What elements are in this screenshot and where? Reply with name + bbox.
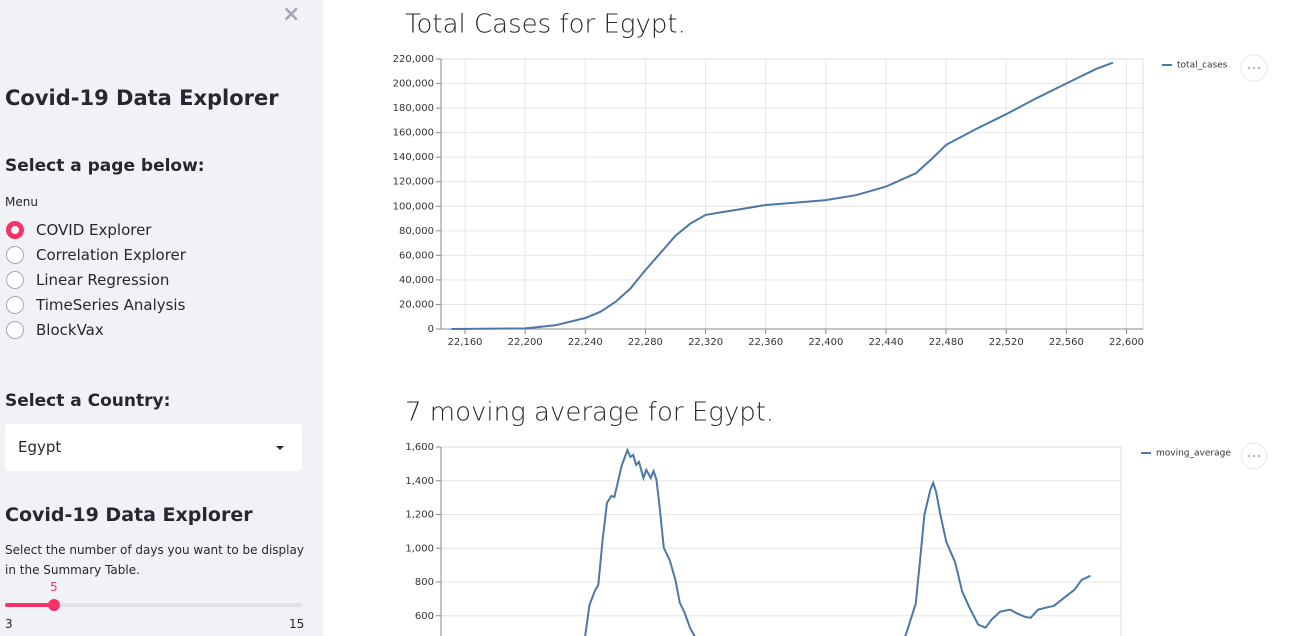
option-label: Linear Regression (36, 271, 170, 289)
x-tick-label: 22,200 (508, 337, 543, 348)
chart-title: Total Cases for Egypt. (405, 10, 686, 40)
x-tick-label: 22,160 (448, 337, 483, 348)
y-tick-label: 200,000 (393, 79, 434, 90)
x-tick-label: 22,400 (808, 337, 843, 348)
option-label: Correlation Explorer (36, 246, 186, 264)
slider-value: 5 (50, 580, 58, 594)
y-tick-label: 1,600 (405, 442, 434, 453)
option-label: COVID Explorer (36, 221, 152, 239)
y-tick-label: 120,000 (393, 177, 434, 188)
y-tick-label: 60,000 (399, 250, 434, 261)
y-tick-label: 20,000 (399, 299, 434, 310)
page-prompt: Select a page below: (5, 156, 205, 176)
slider-max: 15 (289, 617, 305, 631)
x-tick-label: 22,280 (628, 337, 663, 348)
x-tick-label: 22,360 (748, 337, 783, 348)
chart-title: 7 moving average for Egypt. (405, 398, 774, 428)
country-prompt: Select a Country: (5, 391, 171, 411)
legend-label: total_cases (1177, 61, 1228, 71)
slider-thumb (48, 599, 60, 611)
slider[interactable]: 5 3 15 (5, 580, 305, 636)
options-dot (1252, 66, 1256, 70)
close-button[interactable]: × (282, 2, 301, 27)
slider-track (5, 603, 302, 607)
options-dot (1257, 66, 1261, 70)
x-tick-label: 22,560 (1049, 337, 1084, 348)
y-tick-label: 220,000 (393, 54, 434, 65)
y-tick-label: 160,000 (393, 128, 434, 139)
slider-min: 3 (5, 617, 13, 631)
slider-fill (5, 603, 54, 607)
x-tick-label: 22,600 (1109, 337, 1144, 348)
options-dot (1247, 454, 1251, 458)
x-tick-label: 22,240 (568, 337, 603, 348)
y-tick-label: 40,000 (399, 275, 434, 286)
data-line (451, 61, 1114, 330)
y-tick-label: 180,000 (393, 103, 434, 114)
y-tick-label: 600 (415, 611, 434, 622)
slider-help: Select the number of days you want to be… (5, 543, 304, 577)
options-dot (1247, 66, 1251, 70)
options-dot (1252, 454, 1256, 458)
caret (276, 446, 284, 450)
plot-frame (440, 446, 1122, 636)
menu-option[interactable]: TimeSeries Analysis (6, 296, 296, 316)
y-tick-label: 100,000 (393, 201, 434, 212)
radio (6, 246, 24, 264)
sidebar: × Covid-19 Data Explorer Select a page b… (0, 0, 323, 636)
y-tick-label: 1,000 (405, 543, 434, 554)
country-value: Egypt (18, 438, 62, 456)
radio (6, 321, 24, 339)
country-select[interactable]: Egypt (5, 424, 302, 471)
menu-option[interactable]: Linear Regression (6, 271, 296, 291)
option-label: TimeSeries Analysis (36, 296, 186, 314)
options-dot (1257, 454, 1261, 458)
x-tick-label: 22,520 (989, 337, 1024, 348)
y-tick-label: 0 (428, 324, 434, 335)
y-tick-label: 800 (415, 577, 434, 588)
y-tick-label: 140,000 (393, 152, 434, 163)
x-tick-label: 22,320 (688, 337, 723, 348)
charts: Total Cases for Egypt. 0 20,000 40,000 60,00… (393, 10, 1268, 636)
radio (6, 271, 24, 289)
y-tick-label: 1,200 (405, 510, 434, 521)
menu-option[interactable]: BlockVax (6, 321, 296, 341)
main-area: Total Cases for Egypt. 0 20,000 40,000 60,00… (393, 10, 1268, 636)
plot-frame (440, 58, 1144, 330)
x-tick-label: 22,480 (929, 337, 964, 348)
section-title: Covid-19 Data Explorer (5, 504, 253, 526)
y-tick-label: 1,400 (405, 476, 434, 487)
option-label: BlockVax (36, 321, 104, 339)
menu-label: Menu (5, 195, 38, 209)
menu-option[interactable]: COVID Explorer (6, 221, 296, 241)
data-line (584, 447, 1091, 636)
radio (6, 221, 24, 239)
menu-option[interactable]: Correlation Explorer (6, 246, 296, 266)
y-tick-label: 80,000 (399, 226, 434, 237)
radio (6, 296, 24, 314)
x-tick-label: 22,440 (868, 337, 903, 348)
legend-label: moving_average (1156, 449, 1231, 459)
sidebar-title: Covid-19 Data Explorer (5, 86, 279, 110)
